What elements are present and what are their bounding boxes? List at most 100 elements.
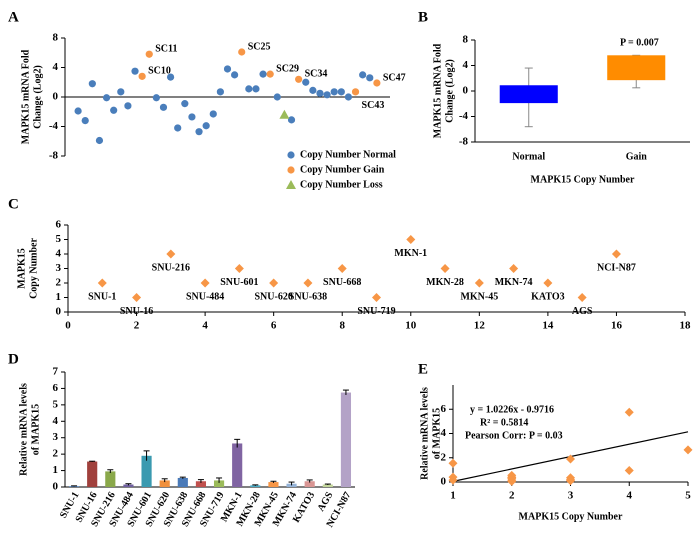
point <box>566 454 575 464</box>
point <box>252 85 260 93</box>
bar <box>499 85 558 104</box>
point <box>209 110 217 118</box>
y-tick-label: 0 <box>463 85 469 97</box>
point-label: SNU-1 <box>88 291 116 302</box>
point-label: SNU-719 <box>357 306 395 317</box>
y-tick-label: 4 <box>53 61 59 73</box>
panel-letter: D <box>8 351 19 367</box>
x-tick-label: 6 <box>271 320 277 332</box>
point <box>152 94 160 102</box>
point <box>74 107 82 115</box>
y-tick-label: 8 <box>53 32 59 44</box>
y-tick-label: -8 <box>459 136 469 148</box>
y-axis-label: Change (Log2) <box>32 65 43 129</box>
y-tick-label: 2 <box>441 451 447 463</box>
x-tick-label: 16 <box>611 320 623 332</box>
point <box>188 113 196 121</box>
point <box>81 117 89 125</box>
point <box>110 106 118 114</box>
y-tick-label: 4 <box>56 248 62 260</box>
point-label: SC29 <box>276 63 299 74</box>
point <box>359 71 367 79</box>
x-tick-label: 3 <box>568 490 574 502</box>
point <box>366 74 374 82</box>
panel-letter: A <box>8 9 19 25</box>
point <box>337 88 345 96</box>
point <box>202 122 210 130</box>
point <box>259 70 267 78</box>
point <box>624 407 634 417</box>
point <box>117 88 125 96</box>
point <box>566 475 575 485</box>
point <box>124 102 132 110</box>
point-label: SC47 <box>383 72 406 83</box>
legend-marker <box>287 166 295 174</box>
y-tick-label: 1 <box>56 291 62 303</box>
x-axis-label: MAPK15 Copy Number <box>531 174 635 185</box>
y-axis-label: Relative mRNA levels <box>419 387 430 480</box>
point <box>238 48 246 56</box>
bar <box>68 486 80 487</box>
x-tick-label: 14 <box>542 320 554 332</box>
y-tick-label: 2 <box>53 448 59 460</box>
y-axis-label: Relative mRNA levels <box>18 383 29 476</box>
x-tick-label: 4 <box>627 490 633 502</box>
y-tick-label: 5 <box>53 398 59 410</box>
y-axis-label: of MAPK15 <box>431 408 442 459</box>
bar <box>340 392 352 487</box>
y-tick-label: -4 <box>459 110 469 122</box>
point <box>474 278 484 288</box>
x-axis-label: MAPK15 Copy Number <box>519 511 623 522</box>
point-label: SC34 <box>305 69 328 80</box>
y-tick-label: 4 <box>463 59 469 71</box>
bar <box>177 477 188 487</box>
point-label: SC43 <box>362 100 385 111</box>
point <box>231 71 239 79</box>
point <box>507 473 517 483</box>
point <box>303 278 313 288</box>
point-label: SNU-638 <box>289 291 327 302</box>
point <box>131 67 139 75</box>
y-axis-label: of MAPK15 <box>30 404 41 455</box>
y-tick-label: -8 <box>49 150 59 162</box>
bar <box>195 481 207 487</box>
legend-marker <box>286 180 296 189</box>
y-axis-label: MAPK15 mRNA Fold <box>432 43 443 138</box>
x-tick-label: 4 <box>202 320 208 332</box>
point <box>344 93 353 101</box>
y-tick-label: 4 <box>53 415 59 427</box>
y-tick-label: 8 <box>463 34 469 46</box>
point <box>372 293 381 302</box>
point <box>448 475 458 485</box>
y-axis-label: MAPK15 <box>16 248 27 289</box>
point <box>295 75 303 83</box>
x-tick-label: Gain <box>626 151 648 162</box>
bar <box>87 461 98 487</box>
y-tick-label: -4 <box>49 120 59 132</box>
point <box>195 128 203 136</box>
point <box>302 78 310 86</box>
point <box>145 50 153 58</box>
bar <box>213 480 225 487</box>
point <box>611 249 621 259</box>
annotation: Pearson Corr: P = 0.03 <box>465 430 563 441</box>
y-tick-label: 5 <box>56 233 62 245</box>
point <box>373 79 381 87</box>
legend-label: Copy Number Gain <box>300 164 385 175</box>
y-tick-label: 0 <box>441 476 447 488</box>
annotation: P = 0.007 <box>620 37 659 48</box>
x-tick-label: 10 <box>405 320 417 332</box>
point <box>132 293 142 302</box>
bar <box>105 471 116 487</box>
point-label: MKN-45 <box>460 291 498 302</box>
y-tick-label: 0 <box>53 481 59 493</box>
x-tick-label: 12 <box>474 320 486 332</box>
legend-label: Copy Number Loss <box>300 179 383 190</box>
y-tick-label: 3 <box>53 431 59 443</box>
annotation: y = 1.0226x - 0.9716 <box>470 404 554 415</box>
point <box>337 264 347 273</box>
point <box>577 293 587 302</box>
point <box>316 89 324 97</box>
x-tick-label: Normal <box>512 151 545 162</box>
x-tick-label: 1 <box>450 490 456 502</box>
